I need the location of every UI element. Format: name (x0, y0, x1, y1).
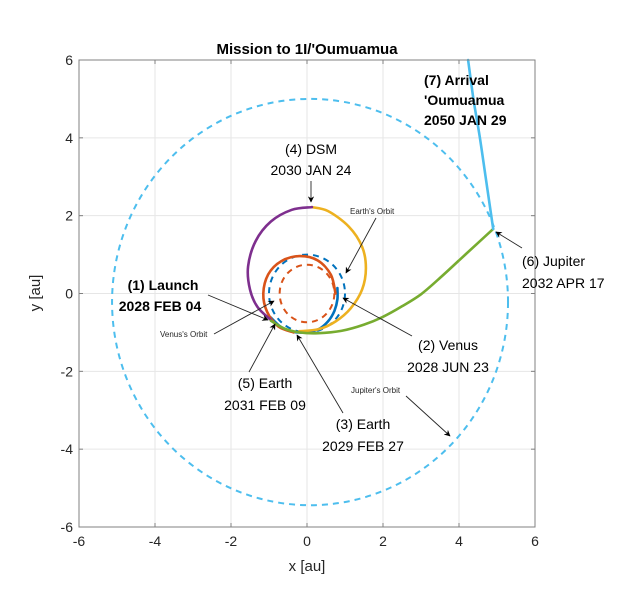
trajectory-segment-3 (298, 205, 368, 333)
annotation-jupiter-line1: (6) Jupiter (522, 253, 585, 269)
annotation-earth5-line1: (5) Earth (238, 375, 292, 391)
annotation-venus: (2) Venus 2028 JUN 23 (342, 297, 489, 375)
annotation-venus-arrow (342, 297, 413, 337)
annotation-launch-line2: 2028 FEB 04 (119, 298, 202, 314)
y-tick-label: 6 (65, 52, 73, 68)
annotation-launch: (1) Launch 2028 FEB 04 (119, 277, 269, 321)
x-tick-label: 2 (379, 533, 387, 549)
annotation-launch-arrow (207, 294, 269, 321)
grid-lines (79, 60, 535, 527)
x-axis-label: x [au] (289, 558, 326, 575)
annotation-earth3-line1: (3) Earth (336, 416, 390, 432)
annotation-dsm-line1: (4) DSM (285, 141, 337, 157)
x-tick-label: 0 (303, 533, 311, 549)
annotation-jupiter-arrow (495, 231, 523, 249)
y-tick-label: -4 (61, 441, 74, 457)
annotation-earth3: (3) Earth 2029 FEB 27 (296, 334, 404, 454)
annotation-dsm-line2: 2030 JAN 24 (271, 162, 352, 178)
x-tick-label: -4 (149, 533, 162, 549)
annotation-jupiter-orbit: Jupiter's Orbit (351, 386, 451, 437)
y-tick-label: -6 (61, 519, 74, 535)
trajectory-series (246, 58, 495, 335)
annotation-jupiter: (6) Jupiter 2032 APR 17 (495, 231, 605, 291)
jupiter-s-orbit-line (111, 97, 510, 507)
annotation-earth-orbit-label: Earth's Orbit (350, 207, 395, 216)
annotation-earth-orbit-arrow (345, 217, 377, 274)
annotation-venus-line2: 2028 JUN 23 (407, 359, 489, 375)
chart-title: Mission to 1I/'Oumuamua (216, 41, 398, 58)
annotation-earth3-arrow (296, 334, 344, 414)
trajectory-segment-6 (466, 58, 495, 231)
y-axis-label: y [au] (27, 275, 44, 312)
annotation-launch-line1: (1) Launch (128, 277, 199, 293)
annotation-venus-orbit-label: Venus's Orbit (160, 330, 208, 339)
annotation-earth5-line2: 2031 FEB 09 (224, 397, 306, 413)
annotation-jupiter-orbit-label: Jupiter's Orbit (351, 386, 401, 395)
annotation-arrival-line2: 'Oumuamua (424, 92, 505, 108)
tick-marks (78, 59, 536, 528)
x-tick-label: 6 (531, 533, 539, 549)
x-tick-label: -6 (73, 533, 86, 549)
annotation-arrival-line1: (7) Arrival (424, 72, 489, 88)
annotation-dsm: (4) DSM 2030 JAN 24 (271, 141, 352, 203)
annotation-earth3-line2: 2029 FEB 27 (322, 438, 404, 454)
annotation-arrival-line3: 2050 JAN 29 (424, 112, 507, 128)
annotation-venus-line1: (2) Venus (418, 337, 478, 353)
y-tick-label: 0 (65, 286, 73, 302)
annotation-arrival: (7) Arrival 'Oumuamua 2050 JAN 29 (424, 72, 507, 128)
trajectory-segment-5 (269, 227, 495, 335)
annotation-venus-orbit: Venus's Orbit (160, 300, 275, 339)
y-tick-label: 4 (65, 130, 73, 146)
annotation-earth-orbit: Earth's Orbit (345, 207, 395, 274)
x-tick-label: 4 (455, 533, 463, 549)
annotation-earth5: (5) Earth 2031 FEB 09 (224, 323, 306, 413)
y-tick-labels: 6 4 2 0 -2 -4 -6 (61, 52, 74, 535)
annotation-earth5-arrow (248, 323, 276, 373)
x-tick-labels: -6 -4 -2 0 2 4 6 (73, 533, 539, 549)
y-tick-label: 2 (65, 208, 73, 224)
x-tick-label: -2 (225, 533, 238, 549)
trajectory-segment-4 (246, 205, 314, 322)
annotation-venus-orbit-arrow (213, 300, 275, 335)
annotation-jupiter-orbit-arrow (405, 395, 451, 437)
annotation-jupiter-line2: 2032 APR 17 (522, 275, 605, 291)
y-tick-label: -2 (61, 363, 74, 379)
